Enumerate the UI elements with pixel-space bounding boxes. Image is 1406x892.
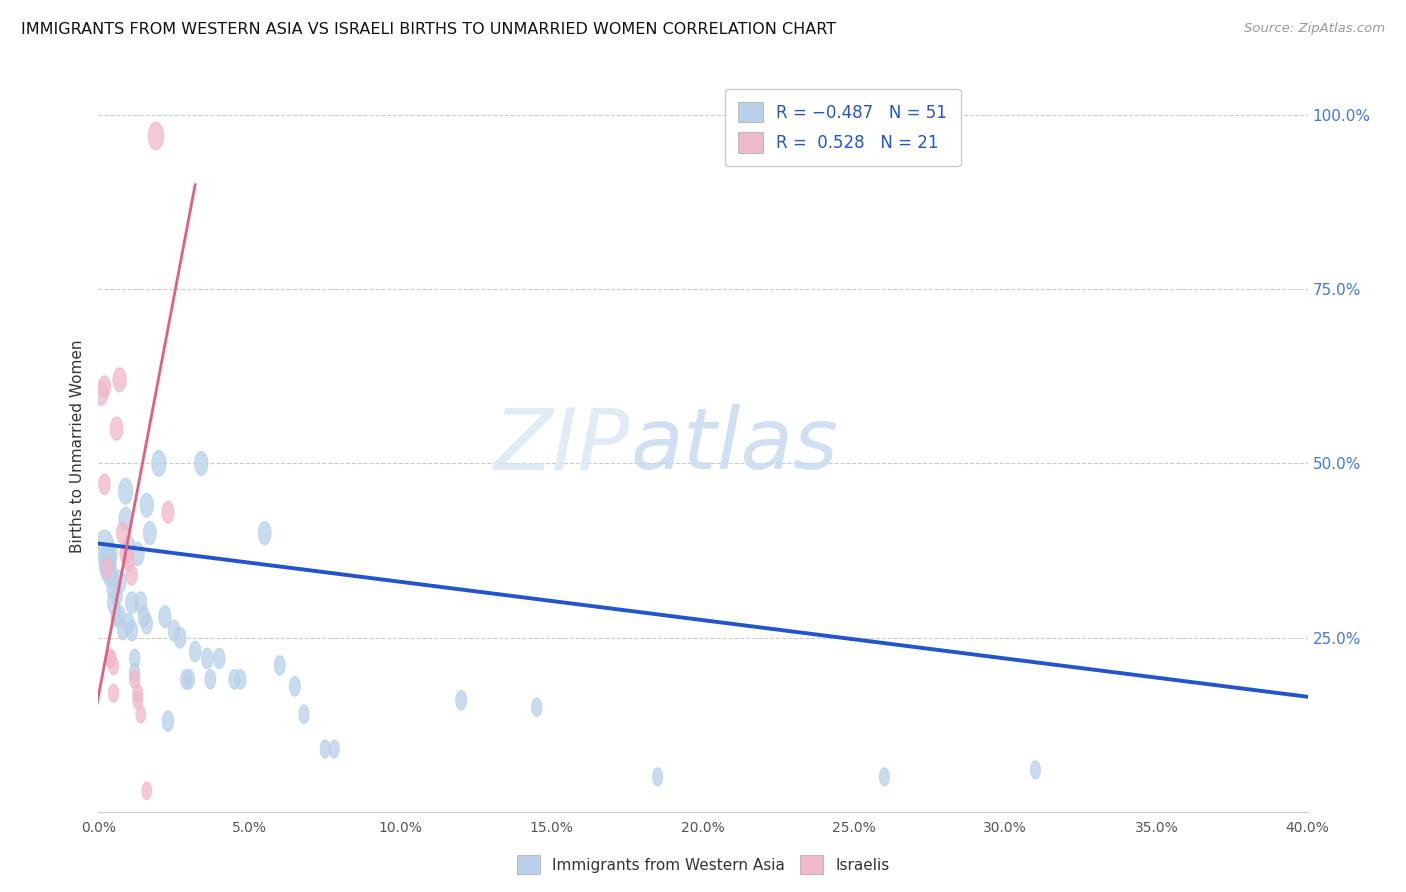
Point [118,554,141,568]
Point [127,547,149,561]
Point [93,380,115,394]
Point [647,770,669,784]
Point [96,554,118,568]
Point [124,665,146,680]
Point [114,512,136,526]
Point [169,631,191,645]
Point [118,616,141,631]
Point [103,658,125,673]
Point [450,693,472,707]
Point [93,477,115,491]
Point [224,673,246,687]
Text: atlas: atlas [630,404,838,488]
Point [124,651,146,665]
Point [1024,763,1046,777]
Point [103,686,125,700]
Point [139,526,162,541]
Point [96,561,118,575]
Point [253,526,276,541]
Point [111,526,134,541]
Point [124,673,146,687]
Point [163,624,186,638]
Point [121,567,143,582]
Point [93,540,115,554]
Text: ZIP: ZIP [494,404,630,488]
Point [90,386,112,401]
Point [105,421,128,435]
Point [105,609,128,624]
Point [135,498,157,512]
Point [873,770,896,784]
Point [179,673,201,687]
Point [526,700,548,714]
Point [153,609,176,624]
Legend: Immigrants from Western Asia, Israelis: Immigrants from Western Asia, Israelis [510,849,896,880]
Point [100,651,122,665]
Point [114,547,136,561]
Point [121,596,143,610]
Point [208,651,231,665]
Point [156,714,179,728]
Point [100,547,122,561]
Point [100,567,122,582]
Point [135,616,157,631]
Point [156,505,179,519]
Point [100,651,122,665]
Point [190,457,212,471]
Point [135,784,157,798]
Point [174,673,197,687]
Point [269,658,291,673]
Text: IMMIGRANTS FROM WESTERN ASIA VS ISRAELI BIRTHS TO UNMARRIED WOMEN CORRELATION CH: IMMIGRANTS FROM WESTERN ASIA VS ISRAELI … [21,22,837,37]
Point [323,742,346,756]
Point [118,540,141,554]
Point [96,561,118,575]
Point [121,624,143,638]
Y-axis label: Births to Unmarried Women: Births to Unmarried Women [69,339,84,553]
Point [108,373,131,387]
Point [129,707,152,722]
Point [200,673,222,687]
Point [314,742,336,756]
Point [129,596,152,610]
Text: Source: ZipAtlas.com: Source: ZipAtlas.com [1244,22,1385,36]
Point [127,686,149,700]
Point [284,679,307,693]
Point [108,609,131,624]
Point [148,457,170,471]
Point [111,624,134,638]
Point [105,589,128,603]
Point [195,651,218,665]
Legend: R = −0.487   N = 51, R =  0.528   N = 21: R = −0.487 N = 51, R = 0.528 N = 21 [725,88,960,166]
Point [103,596,125,610]
Point [114,484,136,499]
Point [229,673,252,687]
Point [145,128,167,143]
Point [103,582,125,596]
Point [132,609,155,624]
Point [292,707,315,722]
Point [127,693,149,707]
Point [184,644,207,658]
Point [108,574,131,589]
